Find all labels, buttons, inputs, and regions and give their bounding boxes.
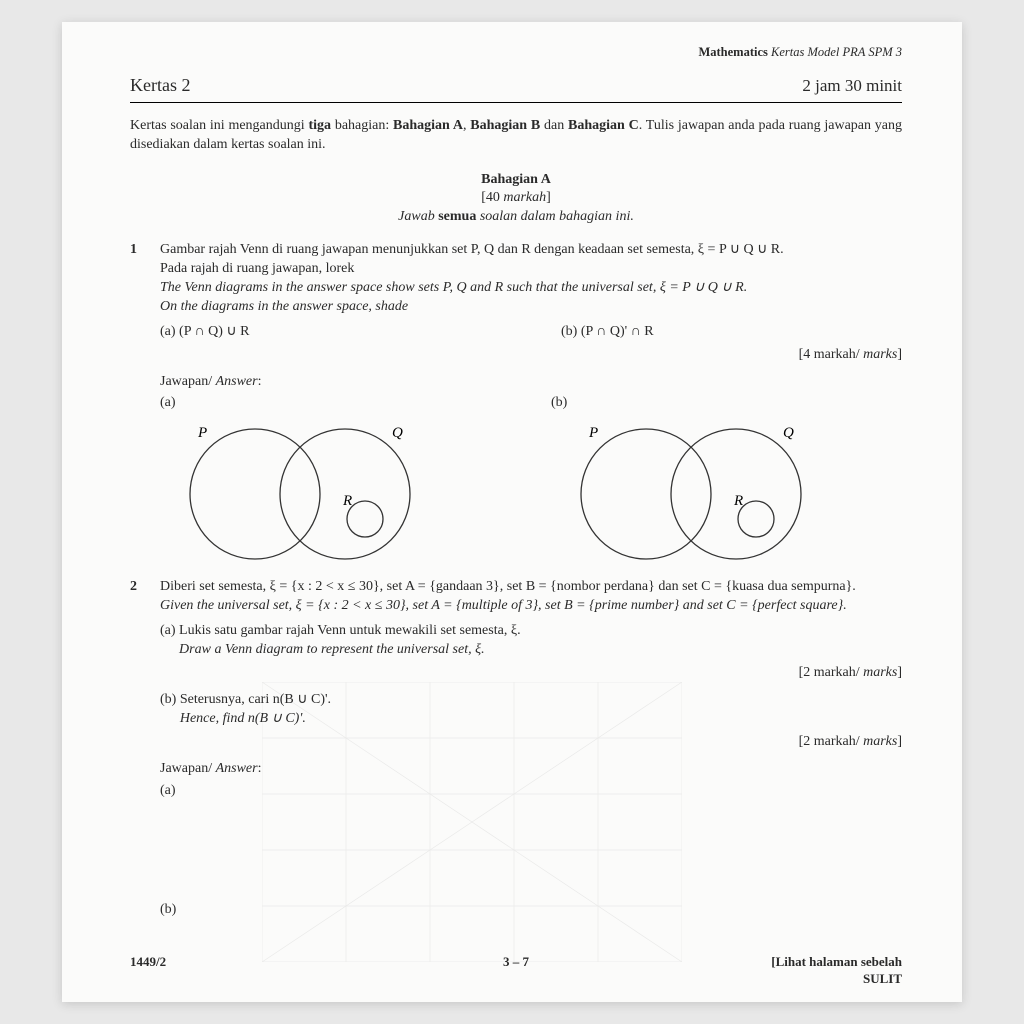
- q1-line1: Gambar rajah Venn di ruang jawapan menun…: [160, 241, 902, 260]
- intro-text: Kertas soalan ini mengandungi tiga bahag…: [130, 117, 902, 155]
- q1-venn-row: (a) P Q R (b) P Q R: [160, 394, 902, 565]
- q1-marks: [4 markah/ marks]: [160, 346, 902, 365]
- q2-ans-b: (b): [160, 901, 902, 920]
- title-row: Kertas 2 2 jam 30 minit: [130, 73, 902, 103]
- q1-venn-a: (a) P Q R: [160, 394, 511, 565]
- q2-part-b: (b) Seterusnya, cari n(B ∪ C)'. (b) Henc…: [160, 691, 902, 729]
- q1-line4: On the diagrams in the answer space, sha…: [160, 298, 902, 317]
- duration: 2 jam 30 minit: [802, 75, 902, 98]
- page-footer: 1449/2 3 – 7 [Lihat halaman sebelah SULI…: [130, 953, 902, 988]
- svg-text:Q: Q: [783, 425, 794, 441]
- svg-text:P: P: [197, 425, 207, 441]
- footer-right: [Lihat halaman sebelah SULIT: [771, 953, 902, 988]
- section-instr: Jawab semua soalan dalam bahagian ini.: [130, 208, 902, 227]
- venn-diagram-b: P Q R: [551, 414, 851, 564]
- q1-part-b: (b) (P ∩ Q)' ∩ R: [561, 323, 902, 342]
- q2-ans-a: (a): [160, 782, 902, 801]
- q1-part-a: (a) (P ∩ Q) ∪ R: [160, 323, 501, 342]
- q2-line1: Diberi set semesta, ξ = {x : 2 < x ≤ 30}…: [160, 578, 902, 597]
- q2a-marks: [2 markah/ marks]: [160, 664, 902, 683]
- pub-series: Kertas Model PRA SPM 3: [771, 45, 902, 59]
- q1-answer-label: Jawapan/ Answer:: [160, 373, 902, 392]
- svg-text:R: R: [733, 493, 743, 509]
- q1-parts: (a) (P ∩ Q) ∪ R (b) (P ∩ Q)' ∩ R: [160, 323, 902, 342]
- question-1: 1 Gambar rajah Venn di ruang jawapan men…: [130, 241, 902, 564]
- q2-space-a: [160, 801, 902, 901]
- footer-mid: 3 – 7: [503, 953, 529, 971]
- q1a-label: (a): [160, 394, 511, 413]
- q2-number: 2: [130, 578, 146, 920]
- q1b-label: (b): [551, 394, 902, 413]
- section-name: Bahagian A: [130, 171, 902, 190]
- q1-line3: The Venn diagrams in the answer space sh…: [160, 279, 902, 298]
- q2-part-a: (a) Lukis satu gambar rajah Venn untuk m…: [160, 622, 902, 660]
- q1-body: Gambar rajah Venn di ruang jawapan menun…: [160, 241, 902, 564]
- q2-answer-label: Jawapan/ Answer:: [160, 760, 902, 779]
- venn-diagram-a: P Q R: [160, 414, 460, 564]
- footer-left: 1449/2: [130, 953, 166, 988]
- paper-number: Kertas 2: [130, 73, 190, 97]
- q2-line2: Given the universal set, ξ = {x : 2 < x …: [160, 597, 902, 616]
- section-marks: [40 markah]: [130, 189, 902, 208]
- q2b-marks: [2 markah/ marks]: [160, 733, 902, 752]
- pub-subject: Mathematics: [698, 45, 767, 59]
- svg-text:P: P: [588, 425, 598, 441]
- q1-number: 1: [130, 241, 146, 564]
- publisher-header: Mathematics Kertas Model PRA SPM 3: [130, 44, 902, 61]
- question-2: 2 Diberi set semesta, ξ = {x : 2 < x ≤ 3…: [130, 578, 902, 920]
- q1-venn-b: (b) P Q R: [551, 394, 902, 565]
- svg-text:Q: Q: [392, 425, 403, 441]
- section-header: Bahagian A [40 markah] Jawab semua soala…: [130, 171, 902, 228]
- svg-text:R: R: [342, 493, 352, 509]
- q1-line2: Pada rajah di ruang jawapan, lorek: [160, 260, 902, 279]
- q2-body: Diberi set semesta, ξ = {x : 2 < x ≤ 30}…: [160, 578, 902, 920]
- exam-page: Mathematics Kertas Model PRA SPM 3 Kerta…: [62, 22, 962, 1002]
